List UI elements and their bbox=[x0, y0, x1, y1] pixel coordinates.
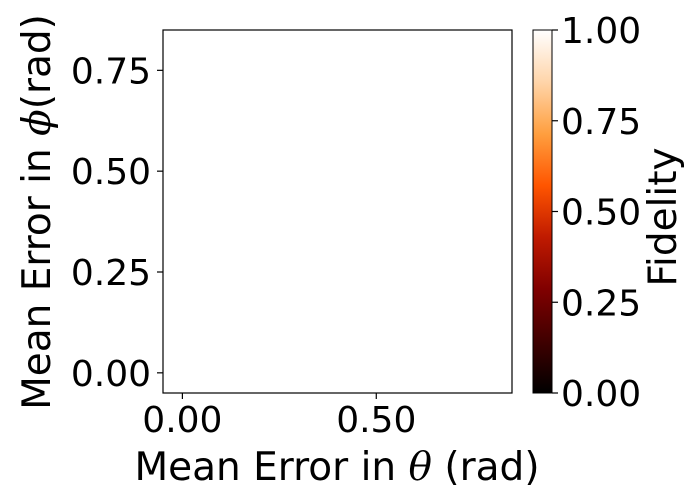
colorbar-tick-label: 0.75 bbox=[561, 102, 641, 143]
y-axis-label-symbol: ϕ bbox=[15, 109, 60, 136]
y-tick-label: 0.75 bbox=[71, 51, 151, 92]
y-tick-label: 0.25 bbox=[71, 253, 151, 294]
y-axis-label-suffix: (rad) bbox=[15, 14, 60, 109]
colorbar-tick-label: 0.25 bbox=[561, 283, 641, 324]
colorbar bbox=[532, 29, 553, 394]
plot-area bbox=[162, 29, 513, 394]
y-axis-label: Mean Error in ϕ(rad) bbox=[15, 14, 60, 410]
y-axis-label-prefix: Mean Error in bbox=[15, 136, 60, 410]
colorbar-label: Fidelity bbox=[641, 147, 686, 286]
x-tick-label: 0.00 bbox=[142, 400, 222, 441]
y-axis-ticks: 0.00 0.25 0.50 0.75 bbox=[71, 51, 163, 395]
colorbar-ticks: 0.00 0.25 0.50 0.75 1.00 bbox=[552, 11, 641, 415]
x-axis-label-suffix: (rad) bbox=[432, 445, 540, 490]
y-tick-label: 0.50 bbox=[71, 152, 151, 193]
x-axis-label-prefix: Mean Error in bbox=[134, 445, 408, 490]
x-axis-label: Mean Error in θ (rad) bbox=[134, 445, 539, 490]
y-tick-label: 0.00 bbox=[71, 354, 151, 395]
x-axis-ticks: 0.00 0.50 bbox=[142, 393, 416, 441]
colorbar-tick-label: 1.00 bbox=[561, 11, 641, 52]
x-axis-label-symbol: θ bbox=[409, 445, 432, 490]
colorbar-tick-label: 0.00 bbox=[561, 374, 641, 415]
x-tick-label: 0.50 bbox=[336, 400, 416, 441]
colorbar-tick-label: 0.50 bbox=[561, 193, 641, 234]
